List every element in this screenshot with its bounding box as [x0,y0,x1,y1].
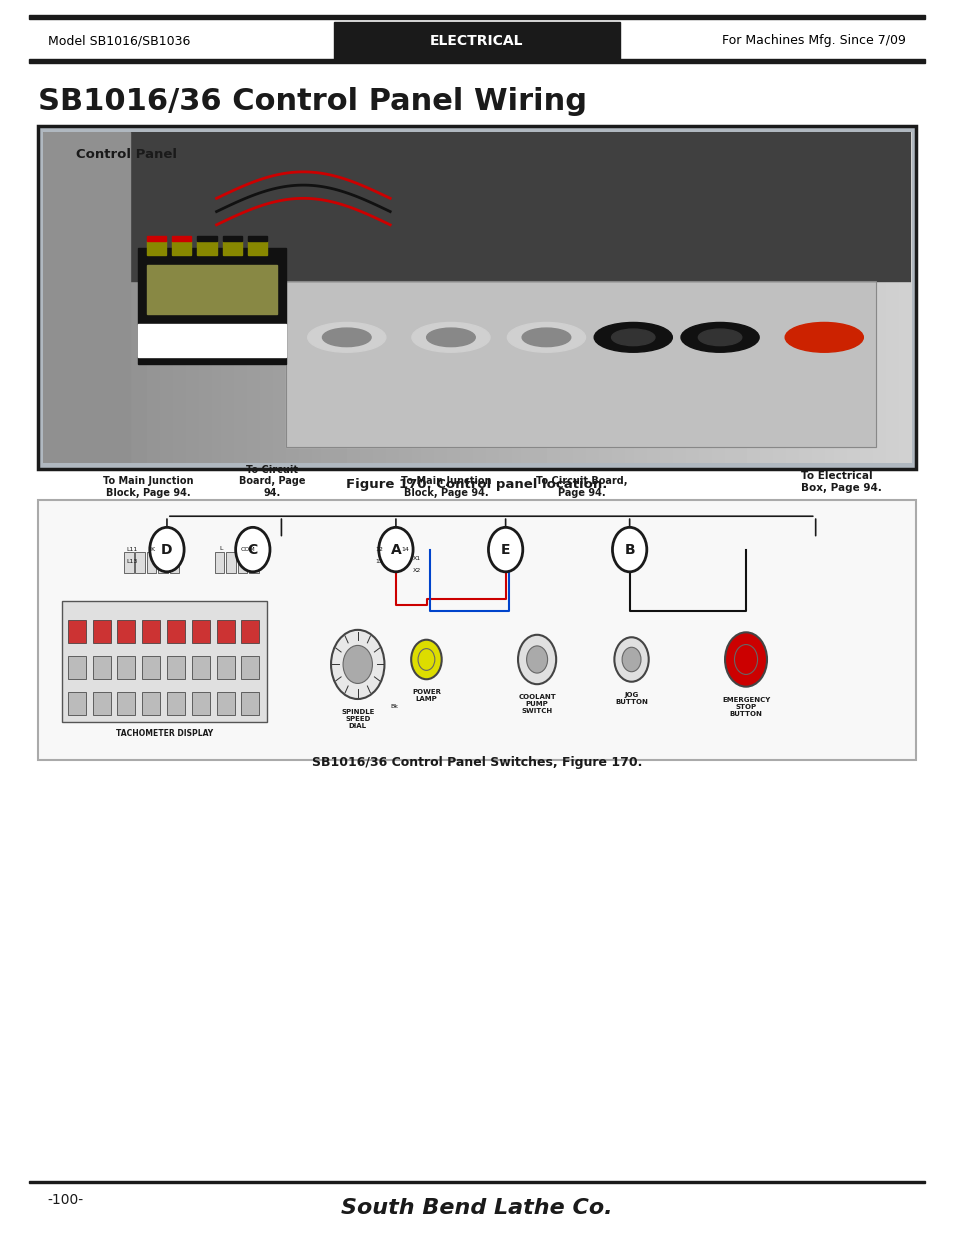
Circle shape [724,632,766,687]
Bar [142,620,160,643]
Text: COM: COM [240,547,254,552]
Bar [192,692,210,715]
Circle shape [150,527,184,572]
Text: To Main Junction
Block, Page 94.: To Main Junction Block, Page 94. [401,477,491,498]
Circle shape [488,527,522,572]
Circle shape [343,646,372,683]
Bar [167,620,185,643]
Circle shape [734,645,757,674]
Bar [62,601,267,722]
Bar [29,15,924,19]
Bar [92,620,111,643]
Bar [68,656,86,679]
Circle shape [526,646,547,673]
Text: Model SB1016/SB1036: Model SB1016/SB1036 [48,35,190,47]
Text: SB1016/36 Control Panel Switches, Figure 170.: SB1016/36 Control Panel Switches, Figure… [312,756,641,769]
Text: 13: 13 [375,559,383,564]
Circle shape [378,527,413,572]
Text: K: K [151,547,154,552]
Bar [29,59,924,63]
Bar [117,620,135,643]
Bar [249,552,258,573]
Text: X1: X1 [413,556,420,561]
Circle shape [411,640,441,679]
Bar [216,620,234,643]
Text: B: B [623,542,635,557]
Circle shape [612,527,646,572]
Text: TACHOMETER DISPLAY: TACHOMETER DISPLAY [116,729,213,737]
Bar [92,692,111,715]
Text: POWER
LAMP: POWER LAMP [412,689,440,703]
Text: Control Panel: Control Panel [76,148,177,162]
Text: EMERGENCY
STOP
BUTTON: EMERGENCY STOP BUTTON [721,697,769,716]
Bar [241,692,259,715]
Text: ELECTRICAL: ELECTRICAL [430,33,523,48]
Bar [226,552,235,573]
Bar [68,692,86,715]
Text: To Circuit
Board, Page
94.: To Circuit Board, Page 94. [238,464,305,498]
Circle shape [417,648,435,671]
Bar [241,656,259,679]
Bar [135,552,145,573]
Text: For Machines Mfg. Since 7/09: For Machines Mfg. Since 7/09 [721,35,905,47]
Text: L13: L13 [126,559,137,564]
Text: To Electrical
Box, Page 94.: To Electrical Box, Page 94. [801,472,882,493]
Bar [117,692,135,715]
Bar [241,620,259,643]
Text: 14: 14 [401,547,409,552]
Text: L: L [219,546,223,551]
Bar [216,656,234,679]
Text: -100-: -100- [48,1193,84,1207]
Bar [29,1181,924,1183]
Bar [68,620,86,643]
Text: 12: 12 [375,547,383,552]
Circle shape [331,630,384,699]
Bar [170,552,179,573]
Circle shape [621,647,640,672]
Bar [147,552,156,573]
Text: X2: X2 [413,568,420,573]
Bar [38,500,915,760]
Text: COOLANT
PUMP
SWITCH: COOLANT PUMP SWITCH [517,694,556,714]
Text: L11: L11 [126,547,137,552]
Circle shape [614,637,648,682]
Bar [216,692,234,715]
Text: C: C [248,542,257,557]
Bar [167,692,185,715]
Text: JOG
BUTTON: JOG BUTTON [615,692,647,705]
Bar [214,552,224,573]
Text: To Main Junction
Block, Page 94.: To Main Junction Block, Page 94. [103,477,193,498]
Bar [92,656,111,679]
Bar [117,656,135,679]
Text: Figure 170. Control panel location.: Figure 170. Control panel location. [346,478,607,490]
Bar [192,620,210,643]
Text: To Circuit Board,
Page 94.: To Circuit Board, Page 94. [536,477,627,498]
Bar [142,692,160,715]
Text: A: A [390,542,401,557]
Text: E: E [500,542,510,557]
Bar [124,552,133,573]
Text: SPINDLE
SPEED
DIAL: SPINDLE SPEED DIAL [341,709,374,729]
Bar [38,126,915,469]
Bar [192,656,210,679]
Bar [142,656,160,679]
Bar [237,552,247,573]
Text: D: D [161,542,172,557]
Bar [158,552,168,573]
Text: Bk: Bk [390,704,397,709]
Circle shape [235,527,270,572]
Bar [334,22,619,59]
Text: SB1016/36 Control Panel Wiring: SB1016/36 Control Panel Wiring [38,86,586,116]
Text: South Bend Lathe Co.: South Bend Lathe Co. [341,1198,612,1218]
Circle shape [517,635,556,684]
Bar [167,656,185,679]
